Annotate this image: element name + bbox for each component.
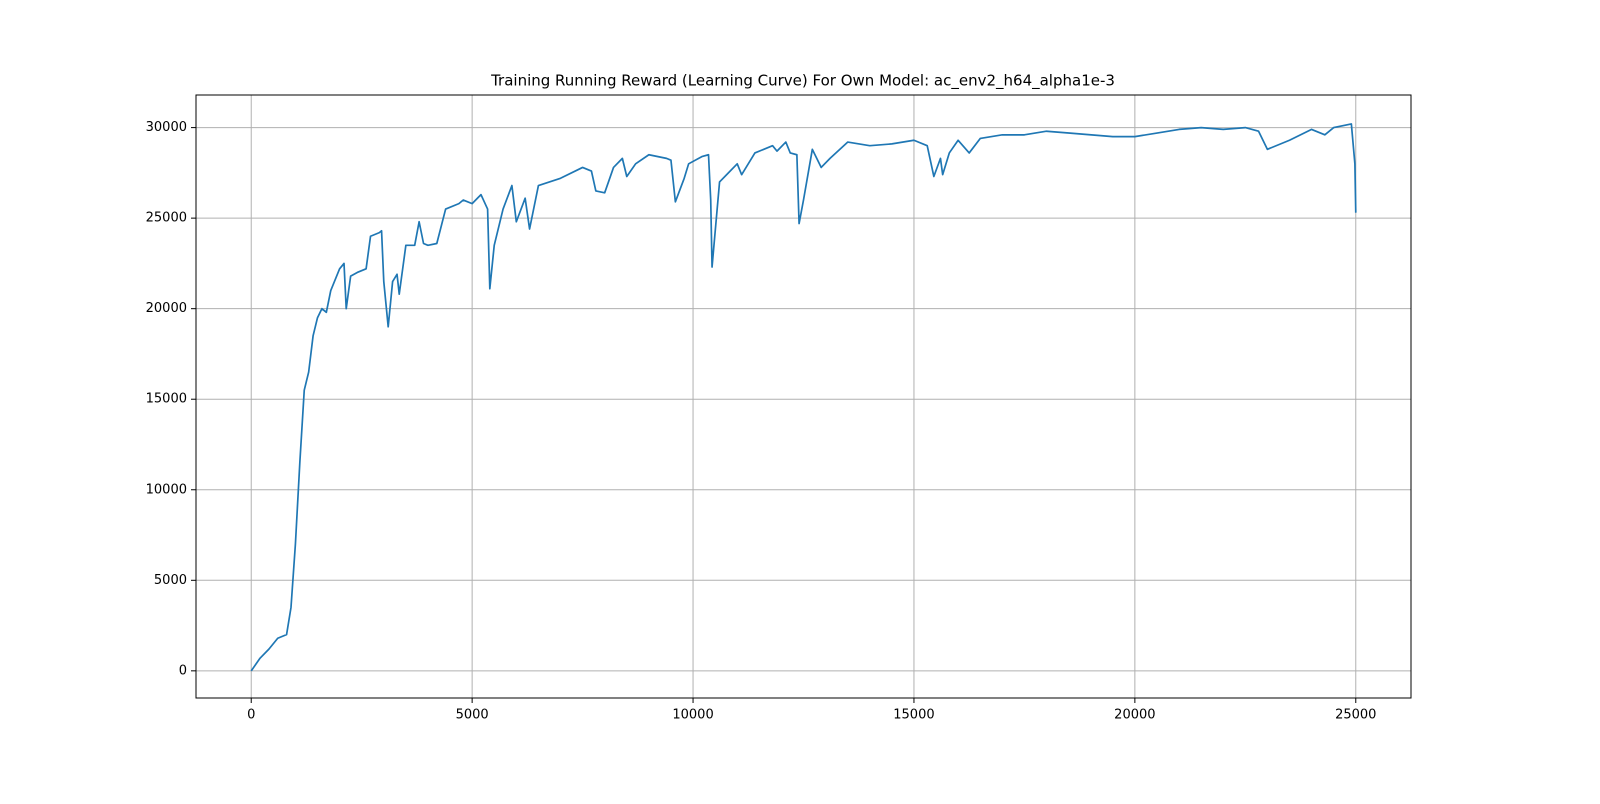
y-tick-label: 25000 (146, 211, 187, 226)
x-tick-label: 20000 (1114, 708, 1155, 723)
y-tick-label: 15000 (146, 392, 187, 407)
plot-frame (195, 94, 1412, 699)
y-tick-label: 0 (179, 663, 187, 678)
x-tick-label: 5000 (456, 708, 489, 723)
line (250, 123, 1357, 672)
x-tick-label: 15000 (893, 708, 934, 723)
x-tick-label: 10000 (672, 708, 713, 723)
x-tick-label: 25000 (1335, 708, 1376, 723)
y-tick-label: 20000 (146, 301, 187, 316)
y-tick-label: 30000 (146, 120, 187, 135)
y-tick-label: 10000 (146, 482, 187, 497)
y-tick-label: 5000 (154, 573, 187, 588)
x-tick-label: 0 (247, 708, 255, 723)
chart-title: Training Running Reward (Learning Curve)… (490, 72, 1115, 91)
